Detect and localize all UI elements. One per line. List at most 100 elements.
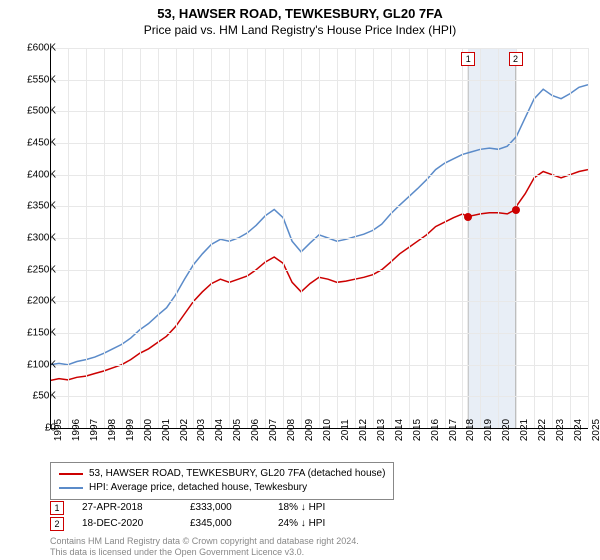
x-axis-label: 2001 <box>161 419 172 441</box>
chart-area: 12 <box>50 48 588 428</box>
x-axis-label: 1995 <box>53 419 64 441</box>
grid-line <box>409 48 410 428</box>
x-axis-label: 2024 <box>573 419 584 441</box>
x-axis-label: 2002 <box>179 419 190 441</box>
sale-point <box>512 206 520 214</box>
grid-line <box>516 48 517 428</box>
x-axis-label: 2003 <box>196 419 207 441</box>
grid-line <box>588 48 589 428</box>
grid-line <box>427 48 428 428</box>
y-axis-label: £350K <box>14 201 56 212</box>
grid-line <box>391 48 392 428</box>
x-axis-label: 2022 <box>537 419 548 441</box>
y-axis-label: £550K <box>14 74 56 85</box>
x-axis-label: 1998 <box>107 419 118 441</box>
sale-row: 2 18-DEC-2020 £345,000 24% ↓ HPI <box>50 516 325 532</box>
y-axis-label: £450K <box>14 138 56 149</box>
x-axis-label: 2004 <box>214 419 225 441</box>
grid-line <box>319 48 320 428</box>
legend-swatch <box>59 473 83 475</box>
x-axis-label: 2011 <box>340 419 351 441</box>
grid-line <box>445 48 446 428</box>
grid-line <box>247 48 248 428</box>
grid-line <box>462 48 463 428</box>
grid-line <box>176 48 177 428</box>
x-axis-label: 2010 <box>322 419 333 441</box>
sale-marker-box: 2 <box>509 52 523 66</box>
x-axis-label: 1999 <box>125 419 136 441</box>
y-axis-label: £100K <box>14 359 56 370</box>
legend-item: HPI: Average price, detached house, Tewk… <box>59 481 385 495</box>
grid-line <box>86 48 87 428</box>
grid-line <box>355 48 356 428</box>
footer-line: Contains HM Land Registry data © Crown c… <box>50 536 359 547</box>
grid-line <box>373 48 374 428</box>
grid-line <box>104 48 105 428</box>
sale-point <box>464 213 472 221</box>
x-axis-label: 2009 <box>304 419 315 441</box>
grid-line <box>480 48 481 428</box>
grid-line <box>211 48 212 428</box>
chart-title: 53, HAWSER ROAD, TEWKESBURY, GL20 7FA <box>0 0 600 21</box>
y-axis-label: £400K <box>14 169 56 180</box>
x-axis-label: 2020 <box>501 419 512 441</box>
x-axis-label: 2007 <box>268 419 279 441</box>
legend-label: 53, HAWSER ROAD, TEWKESBURY, GL20 7FA (d… <box>89 467 385 481</box>
grid-line <box>552 48 553 428</box>
y-axis-label: £600K <box>14 43 56 54</box>
sale-marker-icon: 1 <box>50 501 64 515</box>
chart-subtitle: Price paid vs. HM Land Registry's House … <box>0 21 600 41</box>
legend-item: 53, HAWSER ROAD, TEWKESBURY, GL20 7FA (d… <box>59 467 385 481</box>
x-axis-label: 2014 <box>394 419 405 441</box>
x-axis-label: 2025 <box>591 419 600 441</box>
y-axis-label: £250K <box>14 264 56 275</box>
grid-line <box>229 48 230 428</box>
y-axis-label: £300K <box>14 233 56 244</box>
x-axis-label: 2008 <box>286 419 297 441</box>
grid-line <box>68 48 69 428</box>
y-axis-label: £50K <box>14 391 56 402</box>
sale-row: 1 27-APR-2018 £333,000 18% ↓ HPI <box>50 500 325 516</box>
sale-price: £345,000 <box>190 516 260 532</box>
sale-diff: 24% ↓ HPI <box>278 516 325 532</box>
x-axis-label: 2015 <box>412 419 423 441</box>
grid-line <box>337 48 338 428</box>
x-axis-label: 2006 <box>250 419 261 441</box>
x-axis-label: 2019 <box>483 419 494 441</box>
x-axis-label: 2021 <box>519 419 530 441</box>
sales-table: 1 27-APR-2018 £333,000 18% ↓ HPI 2 18-DE… <box>50 500 325 532</box>
y-axis-label: £500K <box>14 106 56 117</box>
legend-swatch <box>59 487 83 489</box>
grid-line <box>158 48 159 428</box>
x-axis-label: 2017 <box>448 419 459 441</box>
y-axis-label: £0 <box>14 423 56 434</box>
footer-line: This data is licensed under the Open Gov… <box>50 547 359 558</box>
grid-line <box>498 48 499 428</box>
x-axis-label: 2016 <box>430 419 441 441</box>
grid-line <box>193 48 194 428</box>
sale-date: 27-APR-2018 <box>82 500 172 516</box>
x-axis-label: 1996 <box>71 419 82 441</box>
sale-price: £333,000 <box>190 500 260 516</box>
sale-date: 18-DEC-2020 <box>82 516 172 532</box>
x-axis-label: 2012 <box>358 419 369 441</box>
y-axis-label: £150K <box>14 328 56 339</box>
sale-marker-icon: 2 <box>50 517 64 531</box>
x-axis-label: 2005 <box>232 419 243 441</box>
sale-marker-box: 1 <box>461 52 475 66</box>
x-axis-label: 2023 <box>555 419 566 441</box>
sale-diff: 18% ↓ HPI <box>278 500 325 516</box>
x-axis-label: 1997 <box>89 419 100 441</box>
x-axis-label: 2018 <box>465 419 476 441</box>
grid-line <box>570 48 571 428</box>
legend: 53, HAWSER ROAD, TEWKESBURY, GL20 7FA (d… <box>50 462 394 500</box>
legend-label: HPI: Average price, detached house, Tewk… <box>89 481 307 495</box>
x-axis-label: 2013 <box>376 419 387 441</box>
grid-line <box>122 48 123 428</box>
x-axis-label: 2000 <box>143 419 154 441</box>
grid-line <box>534 48 535 428</box>
grid-line <box>140 48 141 428</box>
plot-area: 12 <box>50 48 588 428</box>
grid-line <box>301 48 302 428</box>
y-axis-label: £200K <box>14 296 56 307</box>
